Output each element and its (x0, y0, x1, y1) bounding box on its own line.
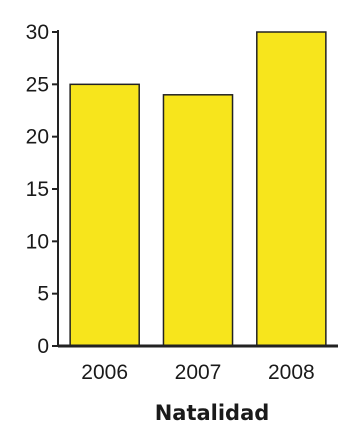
y-tick-label: 25 (26, 73, 49, 96)
bar-2007 (162, 94, 234, 347)
x-tick-label-2007: 2007 (175, 361, 222, 384)
y-axis-ticks: 0 5 10 15 20 25 30 (26, 21, 58, 358)
x-axis-title: Natalidad (155, 401, 270, 425)
y-tick-label: 5 (37, 283, 49, 306)
y-tick-label: 15 (26, 178, 49, 201)
bar-2008 (256, 31, 327, 347)
x-tick-label-2006: 2006 (81, 361, 128, 384)
y-tick-label: 0 (37, 335, 49, 358)
bars-group (69, 31, 327, 347)
y-tick-label: 30 (26, 21, 49, 44)
y-tick-label: 20 (26, 126, 49, 149)
x-axis-ticks: 2006 2007 2008 (81, 361, 314, 384)
x-tick-label-2008: 2008 (268, 361, 315, 384)
bar-2006 (69, 83, 140, 347)
y-tick-label: 10 (26, 230, 49, 253)
